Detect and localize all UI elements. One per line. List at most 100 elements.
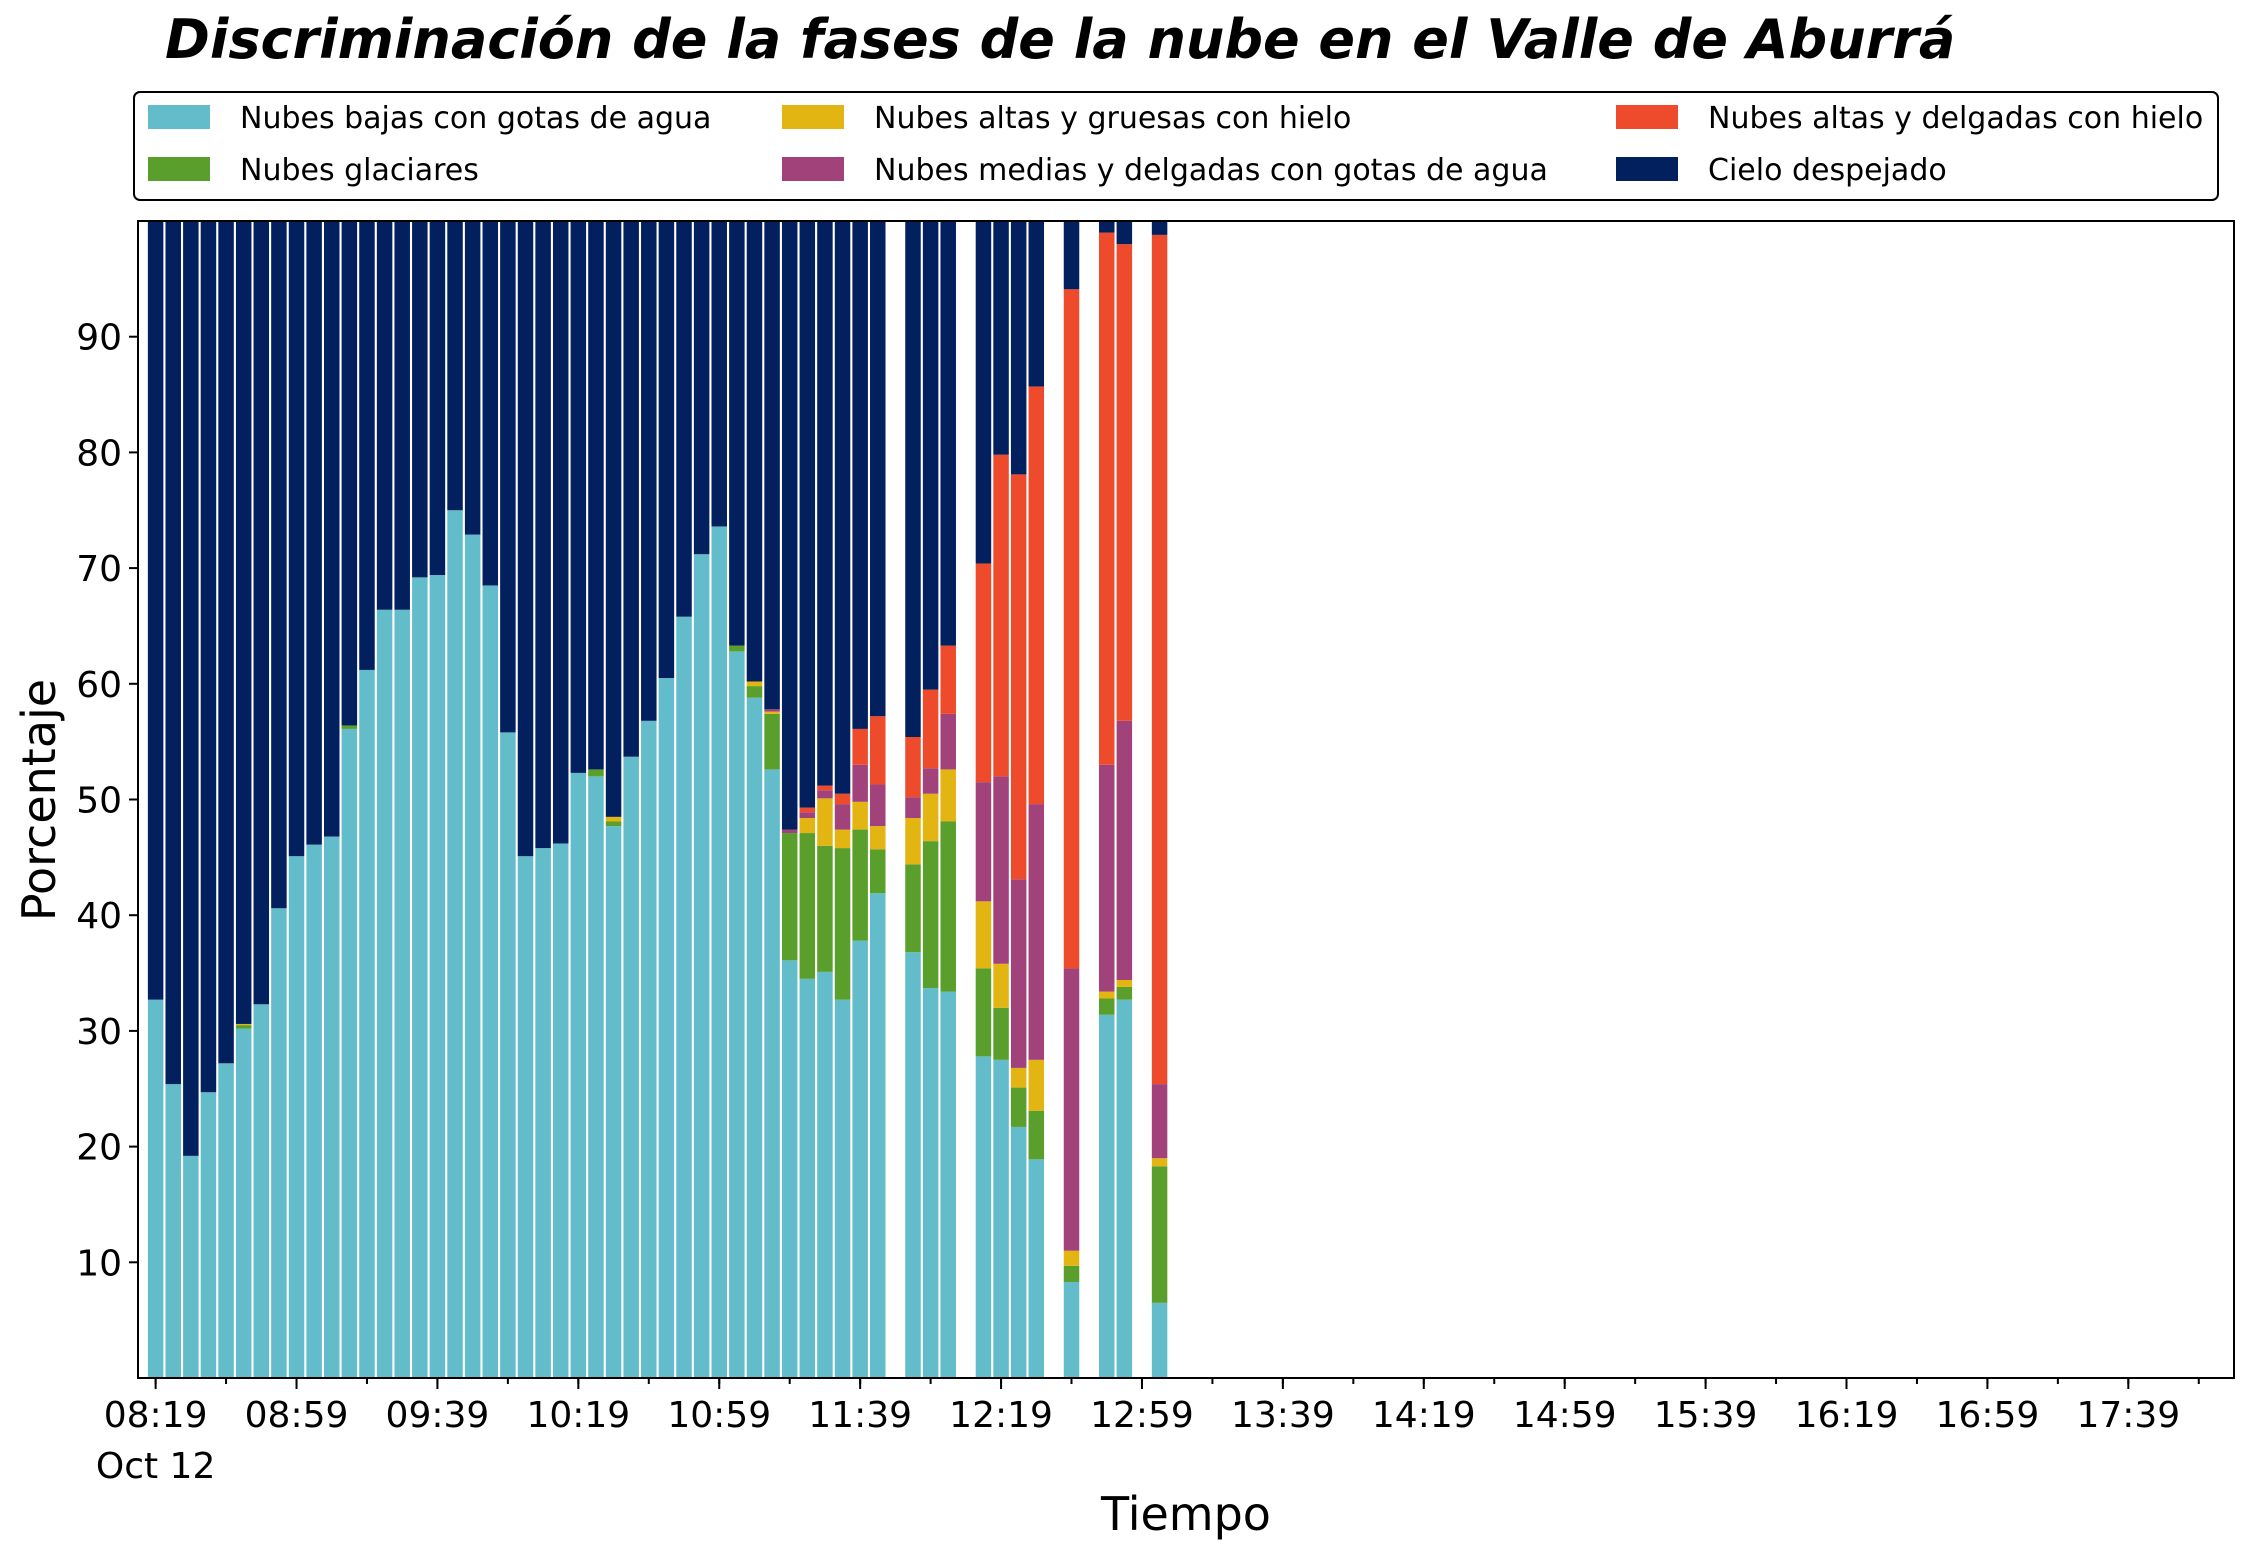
bar-segment xyxy=(394,609,410,1378)
bar-segment xyxy=(1116,244,1133,721)
bar-segment xyxy=(200,221,217,1093)
y-tick-label: 20 xyxy=(76,1128,122,1169)
bar-segment xyxy=(940,645,956,714)
legend-swatch xyxy=(782,105,844,129)
bar-segment xyxy=(870,221,886,717)
y-tick-label: 90 xyxy=(76,318,122,359)
bar-segment xyxy=(799,833,816,979)
legend-swatch xyxy=(148,105,210,129)
y-tick-label: 50 xyxy=(76,781,122,822)
bar-segment xyxy=(852,221,868,729)
bar-segment xyxy=(799,812,816,819)
bar-segment xyxy=(447,221,463,511)
bar-segment xyxy=(588,221,604,770)
bar-segment xyxy=(1098,991,1115,999)
bar-segment xyxy=(1028,804,1045,1060)
bar-segment xyxy=(1098,232,1115,765)
legend-label: Nubes glaciares xyxy=(240,153,479,188)
bar-segment xyxy=(834,804,851,830)
bar-segment xyxy=(200,1092,217,1378)
bar-segment xyxy=(288,221,305,857)
x-tick-label: 12:59 xyxy=(1090,1395,1194,1436)
bar-segment xyxy=(817,798,833,846)
bar-segment xyxy=(905,818,921,865)
legend-label: Nubes medias y delgadas con gotas de agu… xyxy=(874,153,1548,188)
bar-segment xyxy=(905,864,921,953)
bar-segment xyxy=(676,221,692,617)
y-tick-label: 70 xyxy=(76,549,122,590)
bar-segment xyxy=(165,221,181,1085)
bar-segment xyxy=(183,221,199,1156)
bar-segment xyxy=(729,645,745,652)
bar-segment xyxy=(535,848,551,1378)
bar-segment xyxy=(658,678,675,1378)
bar-segment xyxy=(870,849,886,894)
y-tick-label: 60 xyxy=(76,665,122,706)
bar-segment xyxy=(412,577,428,1378)
bar-segment xyxy=(464,534,481,1378)
bar-segment xyxy=(1098,998,1115,1015)
bar-segment xyxy=(235,221,252,1024)
legend: Nubes bajas con gotas de agua Nubes altas… xyxy=(133,91,2219,201)
bar-segment xyxy=(852,940,868,1378)
x-tick-label: 10:19 xyxy=(526,1395,630,1436)
bar-segment xyxy=(746,681,763,687)
bar-segment xyxy=(922,689,939,769)
legend-swatch xyxy=(148,157,210,181)
bar-segment xyxy=(764,711,780,714)
bar-segment xyxy=(922,768,939,794)
bar-segment xyxy=(870,826,886,850)
bar-segment xyxy=(852,764,868,802)
bar-segment xyxy=(746,221,763,682)
x-axis-label: Tiempo xyxy=(1100,1487,1271,1541)
bar-segment xyxy=(588,769,604,777)
x-tick-label: 11:39 xyxy=(808,1395,912,1436)
bar-segment xyxy=(605,821,622,827)
x-tick-label: 15:39 xyxy=(1654,1395,1758,1436)
bar-segment xyxy=(817,790,833,799)
bar-segment xyxy=(993,776,1009,964)
bar-segment xyxy=(834,829,851,849)
bar-segment xyxy=(271,221,287,909)
bar-segment xyxy=(817,221,833,786)
bar-segment xyxy=(922,988,939,1378)
y-axis: 10 20 30 40 50 60 70 80 90 xyxy=(76,318,138,1284)
bar-segment xyxy=(940,713,956,770)
bar-segment xyxy=(1063,968,1080,1251)
bar-segment xyxy=(834,793,851,805)
bar-segment xyxy=(817,785,833,791)
bar-segment xyxy=(993,1059,1009,1378)
x-tick-label: 08:59 xyxy=(245,1395,349,1436)
bar-segment xyxy=(940,991,956,1378)
y-tick-label: 10 xyxy=(76,1243,122,1284)
bar-segment xyxy=(975,968,992,1057)
bar-segment xyxy=(1010,474,1027,880)
bar-segment xyxy=(975,901,992,969)
bar-segment xyxy=(183,1155,199,1378)
x-tick-label: 10:59 xyxy=(667,1395,771,1436)
bar-segment xyxy=(1116,221,1133,245)
bar-segment xyxy=(552,843,569,1378)
bar-segment xyxy=(641,221,657,721)
bar-segment xyxy=(1028,221,1045,387)
bar-segment xyxy=(905,952,921,1378)
legend-label: Nubes bajas con gotas de agua xyxy=(240,101,711,136)
bar-segment xyxy=(376,221,393,610)
bar-segment xyxy=(429,221,446,576)
bar-segment xyxy=(235,1023,252,1026)
bar-segment xyxy=(781,829,798,834)
bar-segment xyxy=(940,769,956,822)
bar-segment xyxy=(1010,1087,1027,1127)
bar-segment xyxy=(870,716,886,785)
bar-segment xyxy=(905,797,921,819)
legend-swatch xyxy=(1616,157,1678,181)
bar-segment xyxy=(746,686,763,698)
bar-segment xyxy=(781,221,798,830)
bar-segment xyxy=(711,221,727,527)
bar-segment xyxy=(781,960,798,1378)
bar-segment xyxy=(658,221,675,679)
bar-segment xyxy=(799,221,816,808)
bar-segment xyxy=(500,221,516,733)
legend-swatch xyxy=(1616,105,1678,129)
